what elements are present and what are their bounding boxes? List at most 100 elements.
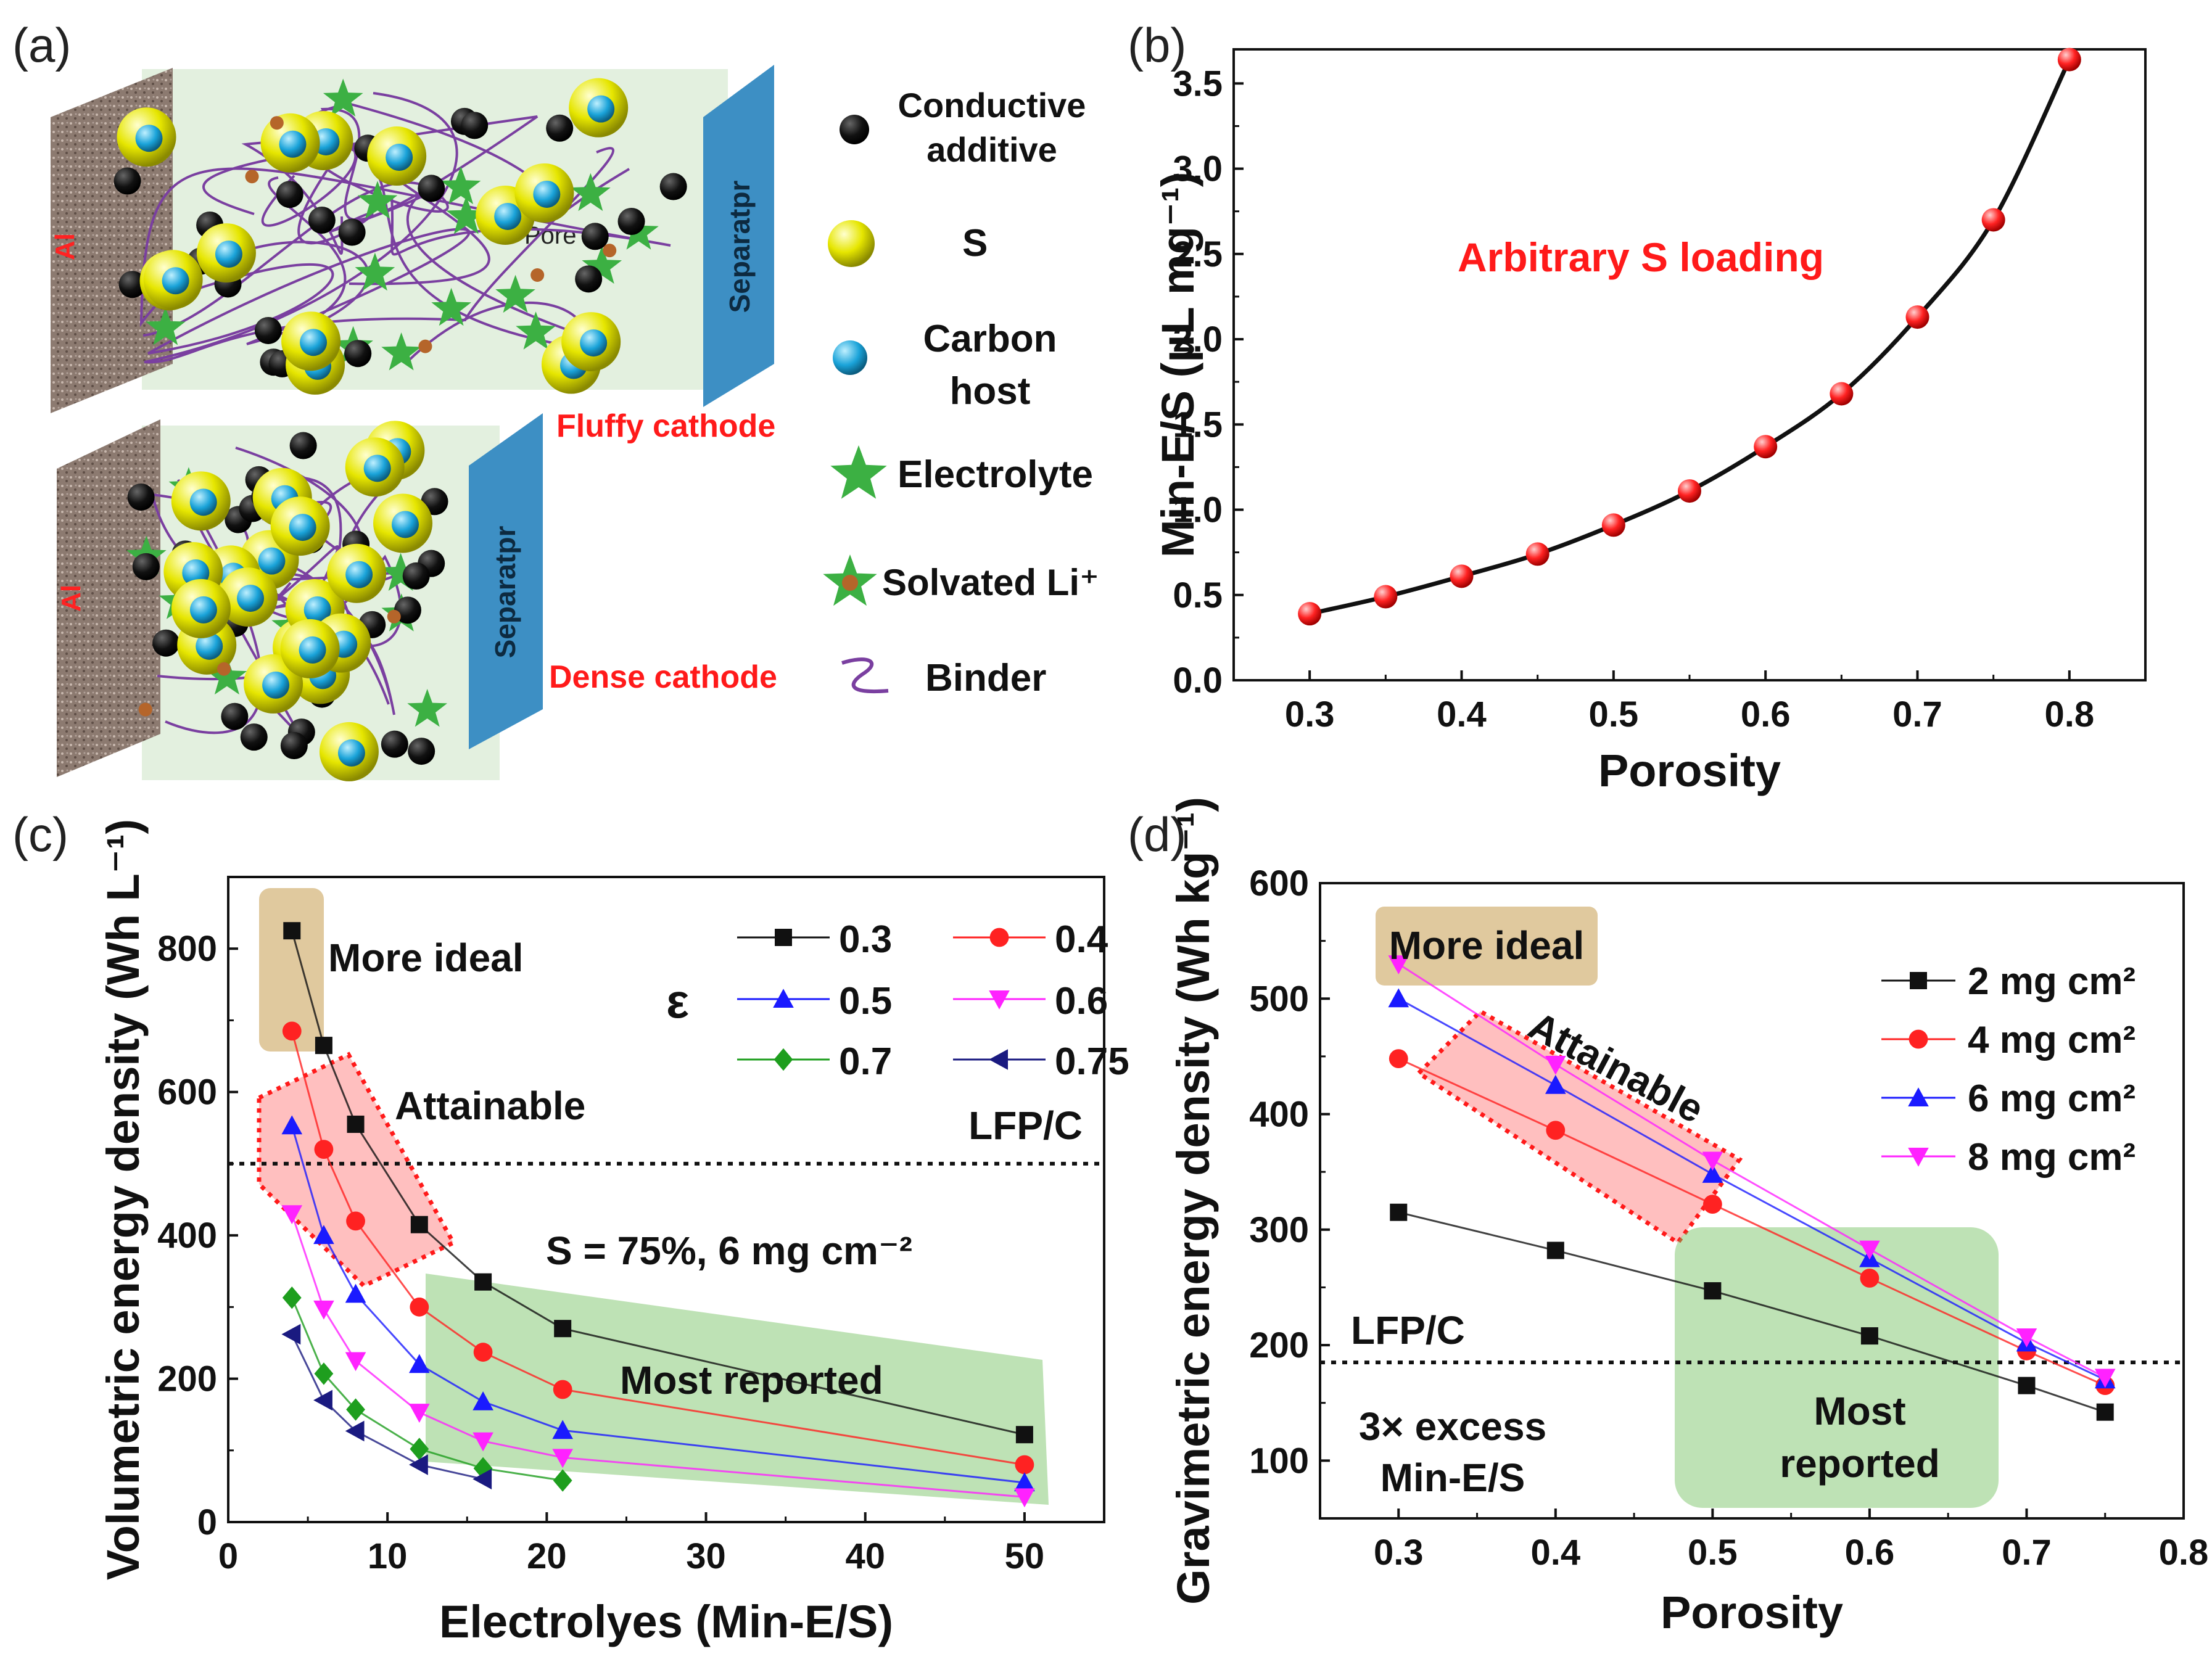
legend-carbon-line2: host bbox=[950, 370, 1031, 413]
carbon-host-core bbox=[363, 455, 391, 482]
carbon-host-core bbox=[289, 514, 316, 541]
conductive-additive-particle bbox=[546, 114, 574, 142]
x-tick-label: 0.4 bbox=[1530, 1533, 1580, 1573]
legend-conductive-line2: additive bbox=[926, 130, 1057, 169]
electrolyte-star bbox=[495, 274, 535, 313]
data-point-2 mg cm² bbox=[1860, 1327, 1878, 1345]
data-point-4 mg cm² bbox=[1546, 1121, 1566, 1140]
x-tick-label: 0.5 bbox=[1688, 1533, 1738, 1573]
y-tick-label: 2.0 bbox=[1173, 319, 1223, 360]
electrolyte-star bbox=[440, 166, 481, 205]
data-point bbox=[1905, 305, 1929, 329]
data-point-0.75 bbox=[281, 1323, 301, 1345]
y-tick-label: 600 bbox=[1249, 863, 1309, 903]
conductive-additive-particle bbox=[394, 596, 421, 624]
legend-s: S bbox=[962, 222, 988, 265]
y-tick-label: 800 bbox=[157, 929, 217, 969]
x-tick-label: 0.7 bbox=[1892, 694, 1942, 735]
electrolyte-star bbox=[355, 252, 395, 291]
region-attainable bbox=[1415, 1008, 1743, 1246]
solvated-li-ion bbox=[217, 662, 231, 676]
x-tick-label: 0.5 bbox=[1589, 694, 1639, 735]
y-tick-label: 0.5 bbox=[1173, 575, 1223, 615]
conductive-additive-particle bbox=[659, 173, 687, 200]
conductive-additive-particle bbox=[289, 432, 317, 459]
data-point-0.3 bbox=[554, 1320, 572, 1338]
data-point-0.6 bbox=[1014, 1488, 1035, 1508]
data-point-8 mg cm² bbox=[1545, 1056, 1566, 1075]
annotation-arbitrary-s-loading: Arbitrary S loading bbox=[1458, 234, 1824, 280]
y-tick-label: 0.0 bbox=[1173, 661, 1223, 701]
chart-d: 0.3 0.4 0.5 0.6 0.7 0.8 100 200 300 400 500 600 Poro… bbox=[1168, 797, 2208, 1638]
carbon-host-core bbox=[135, 125, 163, 152]
legend-c: ε 0.3 0.4 0.5 0.6 0.7 0.75 bbox=[666, 918, 1129, 1083]
data-point-0.6 bbox=[281, 1205, 303, 1225]
legend-label-0.3: 0.3 bbox=[839, 918, 892, 961]
legend-label-2: 6 mg cm² bbox=[1968, 1077, 2136, 1120]
y-axis-label: Min-E/S (μL mg⁻¹) bbox=[1152, 172, 1203, 558]
data-point-0.6 bbox=[473, 1432, 493, 1452]
solvated-li-ion bbox=[270, 116, 284, 130]
x-axis-label: Porosity bbox=[1661, 1587, 1843, 1638]
data-point-8 mg cm² bbox=[2016, 1328, 2037, 1348]
region-most-reported bbox=[1675, 1227, 1999, 1508]
annotation-min-es: Min-E/S bbox=[1380, 1455, 1525, 1500]
conductive-additive-particle bbox=[254, 316, 282, 344]
electrolyte-star bbox=[431, 287, 471, 326]
data-point-0.3 bbox=[410, 1216, 428, 1233]
legend-label-0.4: 0.4 bbox=[1055, 918, 1108, 961]
data-point-0.5 bbox=[345, 1283, 366, 1303]
carbon-host-core bbox=[337, 739, 365, 767]
conductive-additive-particle bbox=[575, 265, 603, 293]
data-point-0.75 bbox=[345, 1420, 365, 1442]
legend-label-3: 8 mg cm² bbox=[1968, 1136, 2136, 1179]
data-point-0.5 bbox=[1014, 1472, 1035, 1492]
data-point-0.3 bbox=[474, 1273, 492, 1291]
data-point-0.3 bbox=[315, 1037, 332, 1055]
data-point-0.4 bbox=[1015, 1455, 1034, 1475]
data-point-4 mg cm² bbox=[1860, 1269, 1880, 1288]
y-tick-label: 200 bbox=[1249, 1325, 1309, 1365]
annotation-more-ideal: More ideal bbox=[1389, 923, 1585, 968]
data-point-0.7 bbox=[553, 1469, 572, 1492]
y-tick-label: 0 bbox=[197, 1502, 217, 1542]
annotation-more-ideal: More ideal bbox=[328, 936, 524, 980]
legend-label-0.6: 0.6 bbox=[1055, 980, 1108, 1023]
x-tick-label: 40 bbox=[845, 1536, 885, 1576]
plot-frame bbox=[1319, 882, 2185, 1520]
solvated-li-ion bbox=[138, 702, 152, 717]
electrolyte-star bbox=[381, 553, 421, 591]
carbon-host-core bbox=[533, 180, 561, 208]
dense-particles bbox=[126, 421, 448, 781]
data-point bbox=[2057, 47, 2081, 72]
data-point-0.4 bbox=[553, 1380, 572, 1399]
carbon-host-core bbox=[237, 585, 265, 612]
separator-label-dense: Separatpr bbox=[489, 526, 521, 659]
fluffy-particles bbox=[113, 78, 687, 395]
carbon-host-core bbox=[189, 596, 217, 624]
x-tick-label: 30 bbox=[686, 1536, 726, 1576]
legend-electrolyte: Electrolyte bbox=[898, 453, 1093, 496]
data-point bbox=[1525, 542, 1550, 566]
y-tick-label: 3.5 bbox=[1173, 64, 1223, 104]
legend-marker-0 bbox=[1910, 972, 1927, 989]
data-point-6 mg cm² bbox=[1545, 1074, 1566, 1094]
legend-label-1: 4 mg cm² bbox=[1968, 1019, 2136, 1061]
conductive-additive-particle bbox=[152, 629, 180, 657]
data-point-4 mg cm² bbox=[1389, 1049, 1408, 1069]
conductive-additive-particle bbox=[408, 738, 435, 765]
data-point-0.3 bbox=[347, 1115, 365, 1133]
separator-dense bbox=[469, 413, 543, 749]
carbon-host-core bbox=[196, 632, 223, 660]
conductive-additive-particle bbox=[113, 167, 141, 195]
annotation-condition: S = 75%, 6 mg cm⁻² bbox=[546, 1229, 912, 1273]
panel-b-label: (b) bbox=[1128, 18, 1186, 72]
data-point-0.7 bbox=[410, 1438, 429, 1460]
legend-label-0.7: 0.7 bbox=[839, 1040, 892, 1083]
data-point-0.7 bbox=[314, 1362, 334, 1385]
fit-curve bbox=[1309, 59, 2071, 616]
region-attainable bbox=[257, 1052, 456, 1289]
electrolyte-star-icon bbox=[830, 445, 887, 499]
data-point-0.5 bbox=[313, 1225, 334, 1245]
